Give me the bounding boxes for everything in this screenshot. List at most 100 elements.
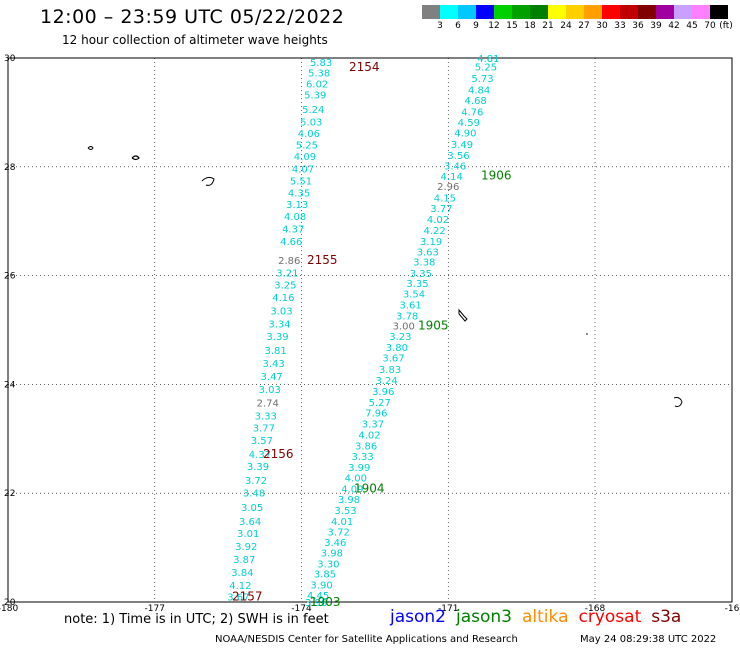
swh-value: 3.38 bbox=[413, 257, 435, 268]
color-scale-tick: 36 bbox=[632, 21, 644, 31]
swh-value: 2.96 bbox=[437, 182, 459, 193]
swh-value: 3.87 bbox=[233, 555, 255, 566]
swh-value: 5.24 bbox=[302, 105, 324, 116]
swh-value: 5.25 bbox=[475, 63, 497, 74]
swh-value: 3.61 bbox=[399, 300, 421, 311]
swh-value: 3.33 bbox=[352, 452, 374, 463]
swh-value: 5.73 bbox=[471, 74, 493, 85]
lat-axis-label: 30 bbox=[4, 54, 16, 64]
swh-value: 4.02 bbox=[358, 430, 380, 441]
swh-value: 3.43 bbox=[262, 359, 284, 370]
swh-value: 4.16 bbox=[272, 293, 294, 304]
swh-value: 3.96 bbox=[372, 387, 394, 398]
color-swatch bbox=[656, 5, 674, 19]
swh-value: 3.78 bbox=[396, 311, 418, 322]
color-swatch bbox=[440, 5, 458, 19]
swh-value: 3.83 bbox=[379, 365, 401, 376]
color-scale-tick: 15 bbox=[506, 21, 518, 31]
color-swatch bbox=[692, 5, 710, 19]
footnote: note: 1) Time is in UTC; 2) SWH is in fe… bbox=[64, 612, 329, 627]
swh-value: 4.12 bbox=[229, 581, 251, 592]
swh-value: 3.99 bbox=[348, 463, 370, 474]
swh-value: 3.00 bbox=[393, 322, 415, 333]
swh-value: 3.03 bbox=[270, 306, 292, 317]
color-scale-tick: 6 bbox=[455, 21, 461, 31]
swh-value: 4.35 bbox=[288, 188, 310, 199]
swh-value: 3.13 bbox=[286, 200, 308, 211]
swh-value: 3.25 bbox=[274, 280, 296, 291]
swh-value: 3.67 bbox=[382, 354, 404, 365]
swh-value: 3.81 bbox=[264, 346, 286, 357]
swh-value: 4.76 bbox=[461, 107, 483, 118]
color-scale-tick: 9 bbox=[473, 21, 479, 31]
lon-axis-label: -16 bbox=[725, 604, 740, 614]
color-scale-tick: 18 bbox=[524, 21, 536, 31]
swh-value: 4.07 bbox=[292, 164, 314, 175]
lon-axis-label: -171 bbox=[438, 604, 458, 614]
color-swatch bbox=[494, 5, 512, 19]
page-title: 12:00 – 23:59 UTC 05/22/2022 bbox=[40, 6, 345, 28]
swh-value: 4.66 bbox=[280, 237, 302, 248]
color-scale-tick: 30 bbox=[596, 21, 608, 31]
color-swatch bbox=[602, 5, 620, 19]
swh-value: 3.37 bbox=[362, 420, 384, 431]
swh-value: 3.39 bbox=[247, 462, 269, 473]
color-scale-tick: 45 bbox=[686, 21, 698, 31]
swh-value: 3.35 bbox=[410, 269, 432, 280]
lon-axis-label: -177 bbox=[145, 604, 165, 614]
satellite-legend-item: jason2 bbox=[390, 607, 446, 627]
swh-value: 3.63 bbox=[417, 248, 439, 259]
swh-value: 3.77 bbox=[253, 423, 275, 434]
lon-axis-label: -174 bbox=[291, 604, 312, 614]
swh-value: 3.46 bbox=[444, 162, 466, 173]
swh-value: 4.01 bbox=[331, 517, 353, 528]
swh-value: 4.06 bbox=[298, 129, 320, 140]
pass-time-label: 2155 bbox=[307, 253, 338, 267]
swh-value: 3.67 bbox=[227, 593, 249, 604]
swh-value: 7.96 bbox=[365, 409, 387, 420]
satellite-legend-item: altika bbox=[522, 607, 569, 627]
swh-value: 4.68 bbox=[465, 96, 487, 107]
swh-value: 4.90 bbox=[454, 129, 476, 140]
swh-value: 4.37 bbox=[249, 450, 271, 461]
swh-value: 3.57 bbox=[251, 436, 273, 447]
swh-value: 3.33 bbox=[255, 411, 277, 422]
lat-axis-label: 26 bbox=[4, 272, 16, 282]
swh-value: 3.49 bbox=[451, 140, 473, 151]
color-scale-tick: 27 bbox=[578, 21, 590, 31]
swh-value: 3.72 bbox=[328, 527, 350, 538]
satellite-legend: jason2 jason3 altika cryosat s3a bbox=[390, 607, 691, 627]
swh-value: 3.98 bbox=[338, 495, 360, 506]
credit-text: NOAA/NESDIS Center for Satellite Applica… bbox=[215, 634, 518, 645]
color-swatch bbox=[512, 5, 530, 19]
swh-value: 3.72 bbox=[245, 476, 267, 487]
swh-value: 6.02 bbox=[306, 80, 328, 91]
swh-value: 5.03 bbox=[300, 118, 322, 129]
page-subtitle: 12 hour collection of altimeter wave hei… bbox=[62, 33, 328, 47]
color-scale-tick: 70 bbox=[704, 21, 716, 31]
color-swatch bbox=[638, 5, 656, 19]
map-frame bbox=[7, 57, 733, 603]
island-shape bbox=[131, 155, 140, 161]
swh-value: 5.39 bbox=[304, 90, 326, 101]
color-scale-tick: 21 bbox=[542, 21, 554, 31]
color-swatch bbox=[548, 5, 566, 19]
pass-time-label: 2156 bbox=[263, 447, 294, 461]
swh-value: 3.23 bbox=[389, 332, 411, 343]
swh-value: 4.14 bbox=[441, 172, 463, 183]
pass-time-label: 1905 bbox=[418, 319, 449, 333]
color-scale-tick: 39 bbox=[650, 21, 662, 31]
swh-value: 3.64 bbox=[239, 517, 261, 528]
color-swatch bbox=[674, 5, 692, 19]
lon-axis-label: -168 bbox=[585, 604, 606, 614]
island-shape bbox=[201, 176, 215, 186]
swh-value: 5.27 bbox=[369, 398, 391, 409]
swh-value: 3.47 bbox=[261, 372, 283, 383]
color-scale-tick: 3 bbox=[437, 21, 443, 31]
swh-value: 3.39 bbox=[266, 332, 288, 343]
lat-axis-label: 28 bbox=[4, 163, 16, 173]
pass-time-label: 2154 bbox=[349, 60, 380, 74]
lat-axis-label: 20 bbox=[4, 598, 16, 608]
swh-value: 4.37 bbox=[282, 224, 304, 235]
